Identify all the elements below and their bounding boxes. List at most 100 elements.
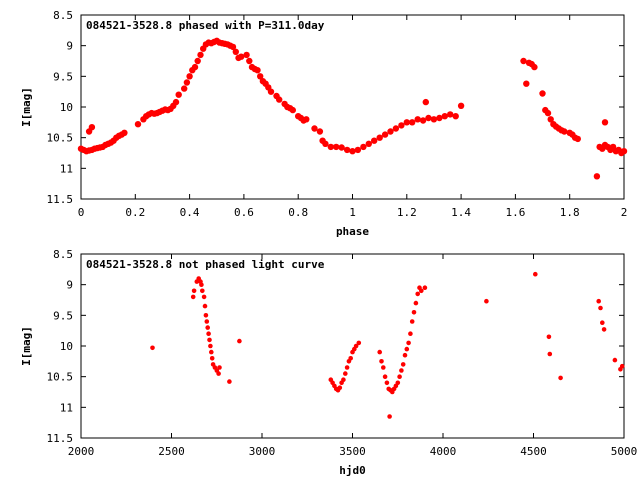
data-point bbox=[343, 146, 351, 154]
data-point bbox=[337, 385, 343, 391]
y-tick-label: 9 bbox=[66, 40, 73, 53]
data-point bbox=[382, 374, 388, 380]
data-point bbox=[414, 116, 421, 123]
data-point bbox=[199, 282, 204, 288]
y-tick-label: 8.5 bbox=[53, 248, 73, 261]
x-tick-label: 1 bbox=[349, 206, 356, 219]
data-point bbox=[406, 340, 411, 346]
x-tick-label: 2000 bbox=[68, 445, 95, 458]
data-point bbox=[402, 352, 408, 358]
data-point bbox=[121, 129, 128, 136]
data-point bbox=[598, 305, 603, 311]
data-point bbox=[204, 319, 210, 324]
data-point bbox=[209, 356, 215, 361]
data-point bbox=[400, 362, 406, 367]
x-tick-label: 0 bbox=[78, 206, 85, 219]
y-axis-label: I[mag] bbox=[20, 326, 33, 366]
data-point bbox=[322, 140, 329, 147]
data-point bbox=[205, 325, 210, 330]
data-point bbox=[531, 63, 538, 71]
data-point bbox=[419, 117, 427, 124]
data-point bbox=[203, 313, 209, 318]
plot-frame bbox=[80, 14, 625, 200]
data-point bbox=[620, 148, 628, 155]
data-point bbox=[397, 374, 402, 380]
data-point bbox=[422, 285, 428, 291]
data-point bbox=[561, 128, 568, 135]
data-point bbox=[381, 365, 386, 370]
data-point bbox=[186, 73, 193, 80]
data-point bbox=[601, 327, 607, 332]
data-point bbox=[558, 375, 563, 381]
data-point bbox=[425, 114, 432, 122]
data-series bbox=[150, 271, 625, 419]
data-point bbox=[276, 96, 283, 103]
x-tick-label: 3000 bbox=[249, 445, 276, 458]
data-point bbox=[547, 351, 553, 357]
data-point bbox=[216, 371, 221, 376]
data-point bbox=[544, 109, 552, 117]
data-point bbox=[452, 113, 459, 120]
data-point bbox=[209, 349, 214, 355]
data-point bbox=[257, 73, 264, 80]
data-point bbox=[194, 57, 201, 65]
data-point bbox=[436, 114, 443, 122]
data-point bbox=[409, 119, 416, 126]
data-point bbox=[208, 343, 213, 349]
data-point bbox=[447, 111, 454, 118]
data-point bbox=[547, 116, 554, 123]
x-tick-label: 1.2 bbox=[397, 206, 417, 219]
data-point bbox=[229, 43, 237, 51]
data-point bbox=[371, 137, 378, 144]
phased-light-curve-panel: 0 0.2 0.4 0.6 0.8 1 1.2 1.4 1.6 1.8 2 8.5 9 9.5 10 10.5… bbox=[20, 9, 627, 238]
data-point bbox=[134, 121, 142, 128]
data-point bbox=[88, 124, 96, 131]
data-point bbox=[404, 346, 410, 352]
data-point bbox=[415, 291, 421, 297]
x-tick-label: 1.4 bbox=[451, 206, 471, 219]
data-point bbox=[523, 80, 530, 87]
data-point bbox=[327, 143, 334, 151]
data-point bbox=[202, 303, 208, 309]
data-point bbox=[246, 57, 253, 65]
data-point bbox=[311, 125, 318, 132]
data-point bbox=[411, 310, 417, 315]
data-point bbox=[238, 53, 245, 60]
data-point bbox=[303, 116, 310, 123]
y-tick-label: 11 bbox=[60, 162, 73, 175]
unphased-light-curve-panel: 2000 2500 3000 3500 4000 4500 5000 8.5 9 9.5 10 10.… bbox=[20, 248, 637, 477]
y-axis-label: I[mag] bbox=[20, 87, 33, 127]
data-point bbox=[413, 300, 419, 306]
data-point bbox=[353, 343, 359, 349]
data-point bbox=[379, 359, 384, 364]
x-tick-label: 2500 bbox=[158, 445, 185, 458]
data-point bbox=[197, 51, 204, 59]
data-point bbox=[343, 371, 348, 376]
x-tick-label: 2 bbox=[621, 206, 628, 219]
data-point bbox=[596, 298, 601, 304]
data-point bbox=[354, 146, 362, 154]
chart-title: 084521-3528.8 phased with P=311.0day bbox=[86, 19, 325, 32]
data-point bbox=[254, 67, 261, 74]
data-point bbox=[181, 85, 188, 92]
data-point bbox=[574, 135, 581, 143]
data-point bbox=[403, 119, 410, 126]
data-point bbox=[520, 57, 527, 65]
data-point bbox=[381, 131, 389, 138]
y-tick-label: 8.5 bbox=[53, 9, 73, 22]
x-tick-label: 0.2 bbox=[125, 206, 145, 219]
y-tick-label: 10 bbox=[60, 101, 73, 114]
data-point bbox=[612, 357, 618, 363]
data-point bbox=[333, 143, 340, 151]
data-point bbox=[384, 380, 390, 386]
x-axis-label: phase bbox=[336, 225, 369, 238]
data-point bbox=[392, 125, 400, 132]
x-tick-label: 0.6 bbox=[234, 206, 254, 219]
data-point bbox=[539, 90, 546, 97]
data-point bbox=[360, 143, 367, 151]
data-point bbox=[419, 288, 424, 294]
x-tick-label: 0.8 bbox=[288, 206, 308, 219]
data-point bbox=[399, 368, 404, 373]
